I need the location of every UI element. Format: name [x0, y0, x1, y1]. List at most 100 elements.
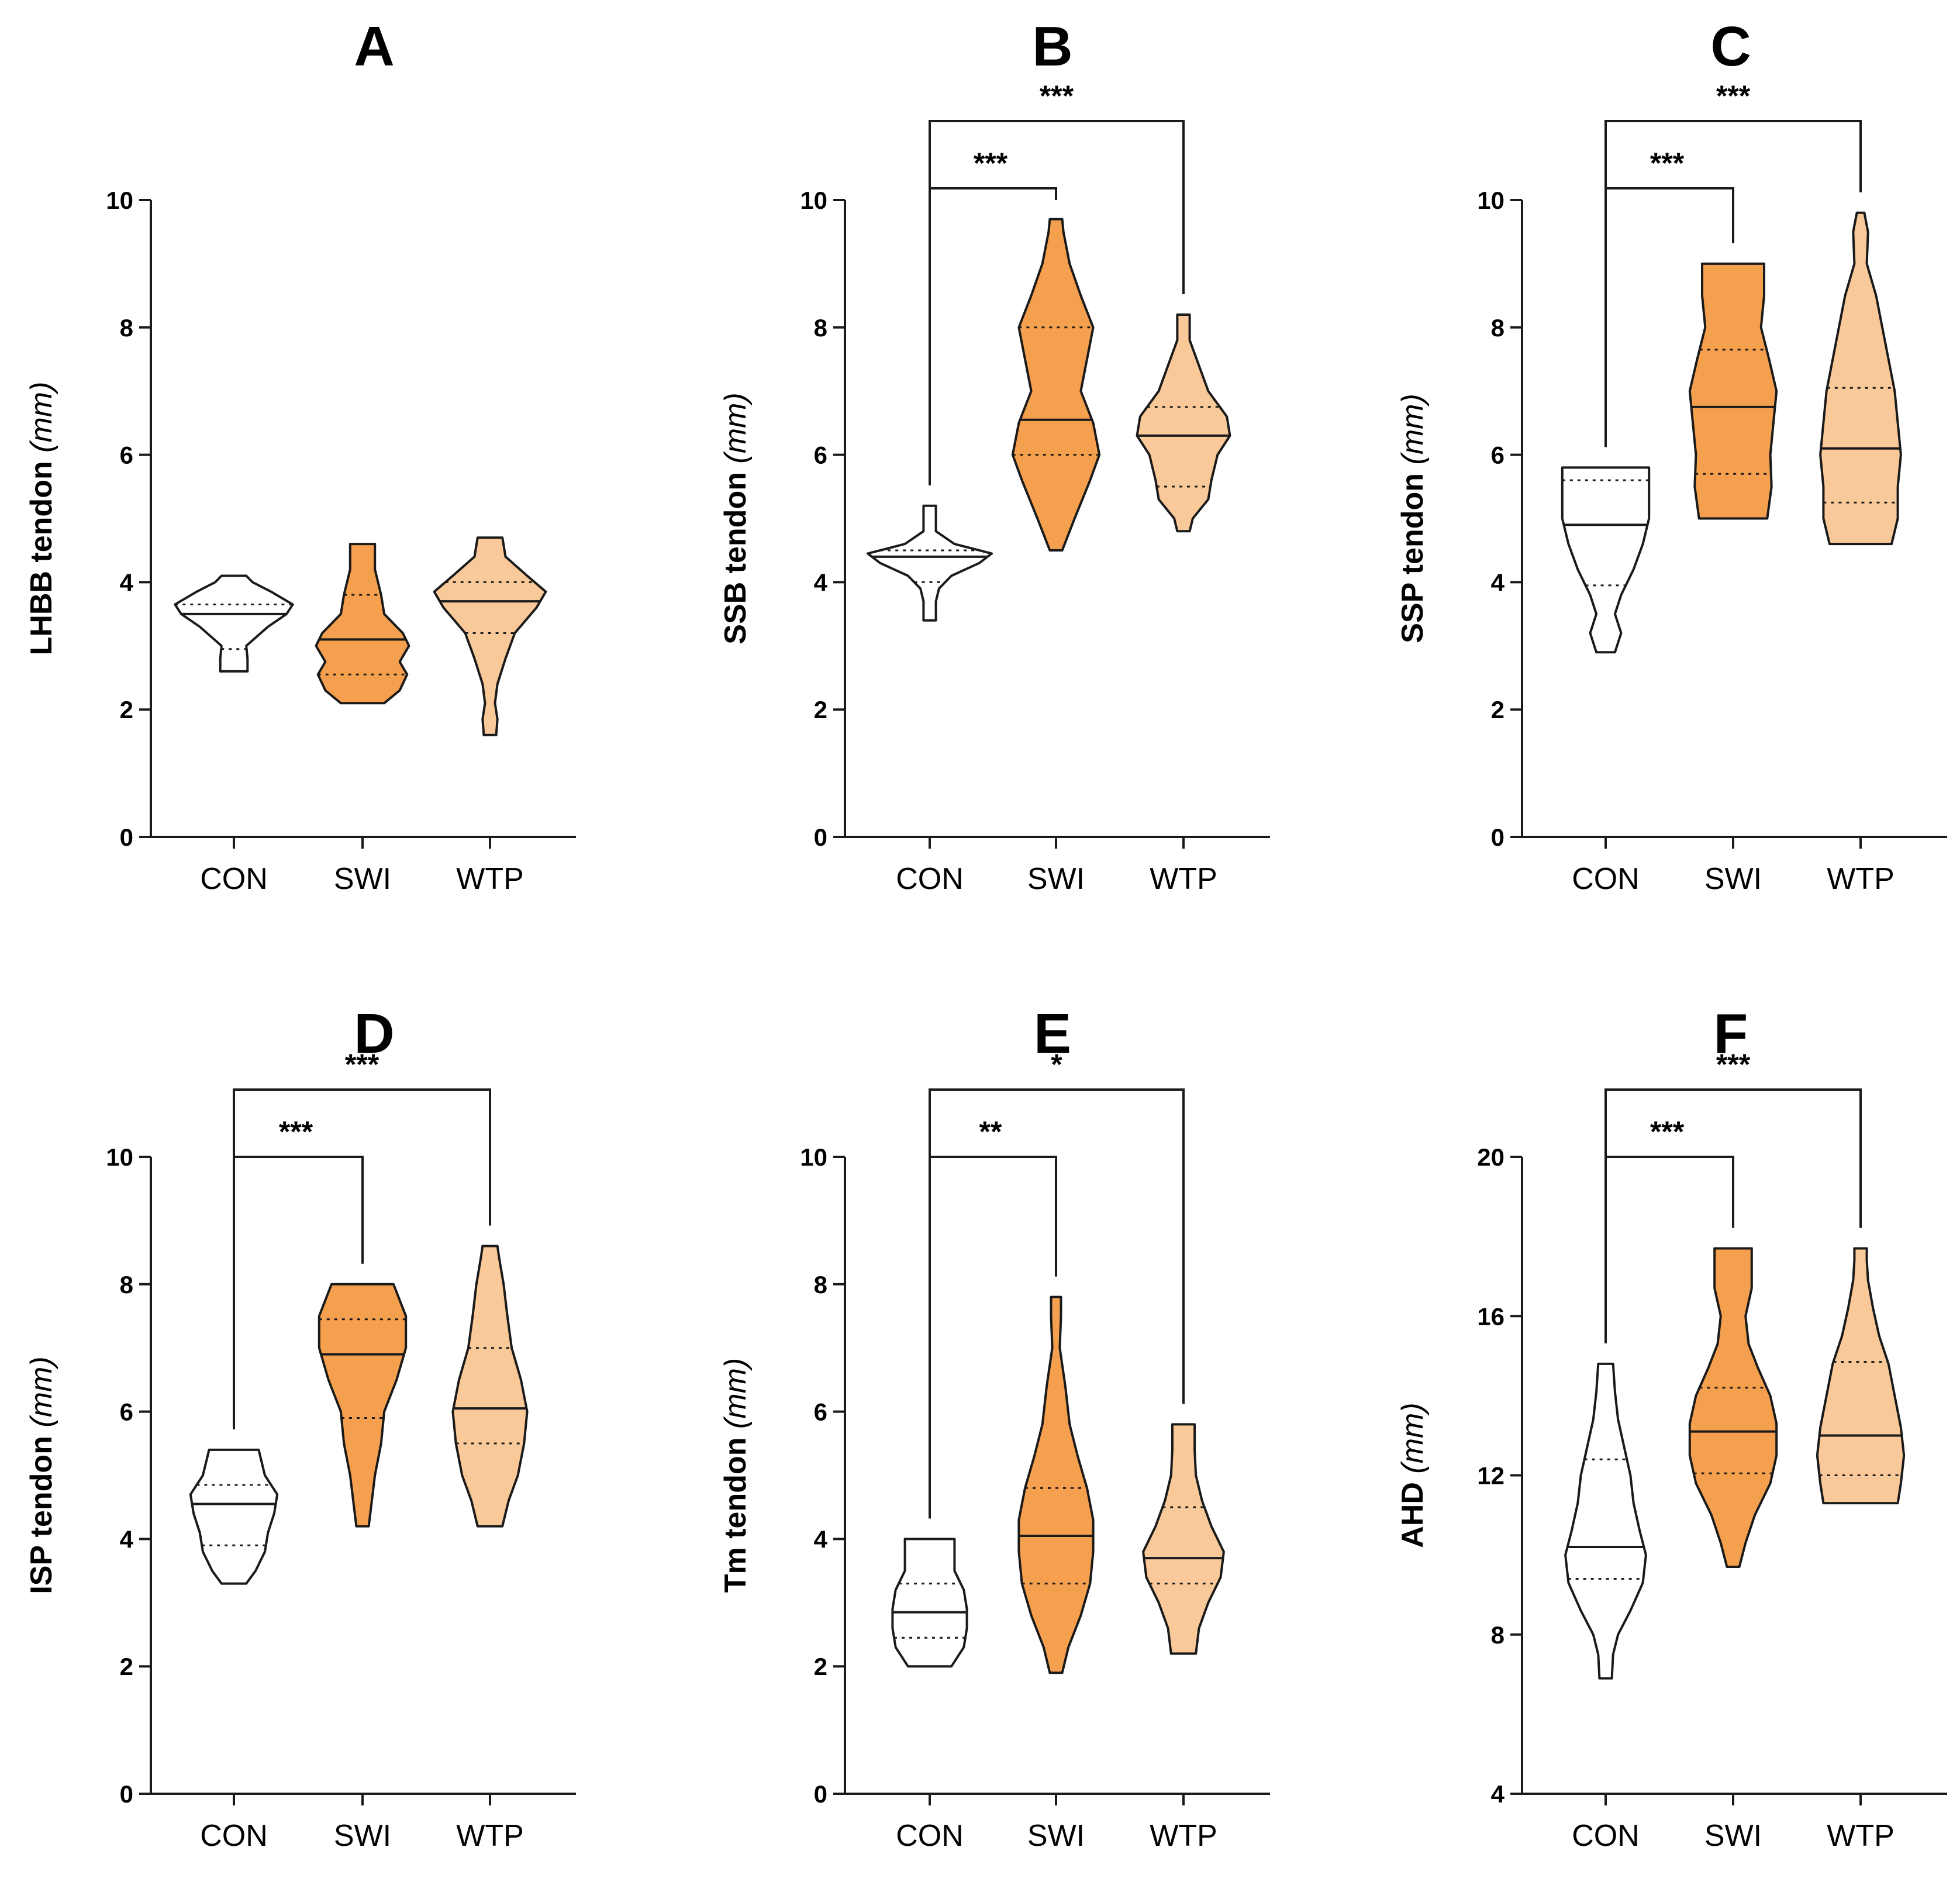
panel-c-xtick-label: SWI [1704, 862, 1762, 896]
panel-a-letter: A [354, 15, 394, 78]
panel-f-xtick-label: SWI [1704, 1819, 1762, 1853]
panel-d-ylabel-text: ISP tendon [25, 1428, 58, 1594]
panel-c-bracket-con-swi-label: *** [1650, 147, 1685, 180]
panel-a-xtick-label: WTP [456, 862, 524, 896]
panel-e-bracket-con-swi-label: ** [979, 1115, 1002, 1148]
panel-f-violin-swi: SWI [1688, 1247, 1778, 1853]
panel-e-ytick-label: 8 [814, 1271, 827, 1298]
panel-e-violin-swi: SWI [1017, 1295, 1095, 1853]
panel-a-violin-con-body [174, 574, 294, 673]
panel-c-ytick-label: 10 [1477, 187, 1504, 214]
panel-c: C 0 2 4 6 8 10 SSP tendon (mm) CON SWI WTP *** *** [1396, 15, 1947, 896]
panel-f-ytick-label: 12 [1477, 1462, 1504, 1490]
panel-c-ylabel: SSP tendon (mm) [1396, 394, 1430, 643]
panel-b-ytick-label: 0 [814, 823, 827, 851]
panel-b-violin-con-body [867, 504, 993, 622]
panel-a-ylabel-text: LHBB tendon [25, 453, 58, 656]
panel-b-violin-swi-body [1011, 218, 1101, 552]
panel-d-ytick-label: 6 [120, 1398, 133, 1426]
panel-c-bracket-con-wtp-label: *** [1716, 80, 1751, 112]
panel-d: D 0 2 4 6 8 10 ISP tendon (mm) CON SWI WTP *** *** [25, 1002, 576, 1853]
panel-b: B 0 2 4 6 8 10 SSB tendon (mm) CON SWI WTP *** *** [719, 15, 1270, 896]
panel-f-ytick-label: 16 [1477, 1302, 1504, 1330]
panel-f-violin-wtp: WTP [1816, 1247, 1906, 1853]
panel-d-bracket-con-swi-label: *** [279, 1115, 313, 1148]
panel-e-ytick-label: 10 [800, 1143, 827, 1171]
panel-e-violin-con: CON [891, 1538, 968, 1853]
panel-a-ylabel-unit: (mm) [25, 382, 58, 453]
panel-a-ytick-label: 0 [120, 823, 133, 851]
panel-f-letter: F [1714, 1002, 1748, 1065]
panel-b-bracket-con-wtp-label: *** [1040, 80, 1074, 112]
panel-e-ytick-label: 0 [814, 1780, 827, 1808]
panel-c-violin-wtp: WTP [1819, 211, 1902, 896]
panel-a: A 0 2 4 6 8 10 LHBB tendon (mm) CON SWI WTP [25, 15, 576, 896]
panel-b-letter: B [1032, 15, 1072, 78]
panel-a-ytick-label: 2 [120, 696, 133, 723]
panel-c-violin-wtp-body [1819, 211, 1902, 546]
panel-d-ylabel: ISP tendon (mm) [25, 1356, 58, 1594]
panel-f-ytick-label: 20 [1477, 1143, 1504, 1171]
panel-a-violin-swi: SWI [315, 543, 410, 896]
panel-d-xtick-label: WTP [456, 1819, 524, 1853]
panel-c-violin-con: CON [1561, 466, 1651, 896]
panel-e-bracket-con-wtp [929, 1088, 1185, 1519]
panel-a-violin-swi-body [315, 543, 410, 705]
panel-c-ytick-label: 0 [1491, 823, 1504, 851]
panel-e-letter: E [1034, 1002, 1071, 1065]
panel-b-bracket-con-wtp [929, 120, 1185, 485]
panel-c-xtick-label: WTP [1827, 862, 1895, 896]
panel-f: F 4 8 12 16 20 AHD (mm) CON SWI WTP *** *** [1396, 1002, 1947, 1853]
panel-b-ytick-label: 4 [814, 568, 828, 596]
panel-a-violin-wtp: WTP [433, 536, 547, 896]
panel-c-ylabel-unit: (mm) [1396, 394, 1430, 464]
panel-f-violin-wtp-body [1816, 1247, 1906, 1505]
panel-d-xtick-label: CON [200, 1819, 268, 1853]
panel-b-ytick-label: 2 [814, 696, 827, 723]
panel-d-violin-con-body [189, 1448, 279, 1585]
panel-e-bracket-con-wtp-label: * [1051, 1048, 1062, 1081]
panel-c-violin-con-body [1561, 466, 1651, 654]
panel-e-ytick-label: 2 [814, 1653, 827, 1680]
panel-e-ylabel-text: Tm tendon [719, 1429, 753, 1593]
panel-a-ytick-label: 8 [120, 314, 133, 342]
panel-c-xtick-label: CON [1572, 862, 1640, 896]
panel-a-ytick-label: 6 [120, 442, 133, 469]
panel-b-xtick-label: SWI [1027, 862, 1085, 896]
panel-e-xtick-label: WTP [1150, 1819, 1217, 1853]
panel-e-xtick-label: CON [896, 1819, 964, 1853]
panel-d-xtick-label: SWI [334, 1819, 391, 1853]
panel-b-ytick-label: 10 [800, 187, 827, 214]
panel-b-ytick-label: 8 [814, 314, 827, 342]
panel-f-ylabel: AHD (mm) [1396, 1402, 1430, 1548]
panel-d-ytick-label: 4 [120, 1525, 134, 1553]
panel-c-letter: C [1710, 15, 1751, 78]
panel-e-violin-wtp: WTP [1142, 1423, 1225, 1853]
panel-f-ylabel-text: AHD [1396, 1474, 1430, 1548]
panel-b-ylabel-text: SSB tendon [719, 464, 753, 645]
panel-d-bracket-con-wtp-label: *** [345, 1048, 379, 1081]
panel-a-xtick-label: CON [200, 862, 268, 896]
panel-b-violin-wtp-body [1136, 313, 1231, 533]
panel-f-violin-con: CON [1564, 1362, 1647, 1853]
panel-b-violin-swi: SWI [1011, 218, 1101, 896]
panel-a-ytick-label: 4 [120, 568, 134, 596]
panel-f-bracket-con-wtp-label: *** [1716, 1048, 1751, 1081]
panel-d-violin-con: CON [189, 1448, 279, 1853]
panel-e-violin-wtp-body [1142, 1423, 1225, 1655]
panel-f-violin-con-body [1564, 1362, 1647, 1680]
panel-d-ylabel-unit: (mm) [25, 1356, 58, 1427]
panel-d-violin-wtp: WTP [451, 1245, 529, 1853]
panel-d-violin-swi: SWI [318, 1283, 408, 1853]
panel-c-ytick-label: 2 [1491, 696, 1504, 723]
panel-c-violin-swi-body [1688, 262, 1778, 520]
panel-a-xtick-label: SWI [334, 862, 391, 896]
panel-d-letter: D [354, 1002, 394, 1065]
panel-f-bracket-con-swi-label: *** [1650, 1115, 1685, 1148]
panel-e-xtick-label: SWI [1027, 1819, 1085, 1853]
panel-f-ytick-label: 8 [1491, 1621, 1504, 1649]
panel-e-ytick-label: 6 [814, 1398, 827, 1426]
